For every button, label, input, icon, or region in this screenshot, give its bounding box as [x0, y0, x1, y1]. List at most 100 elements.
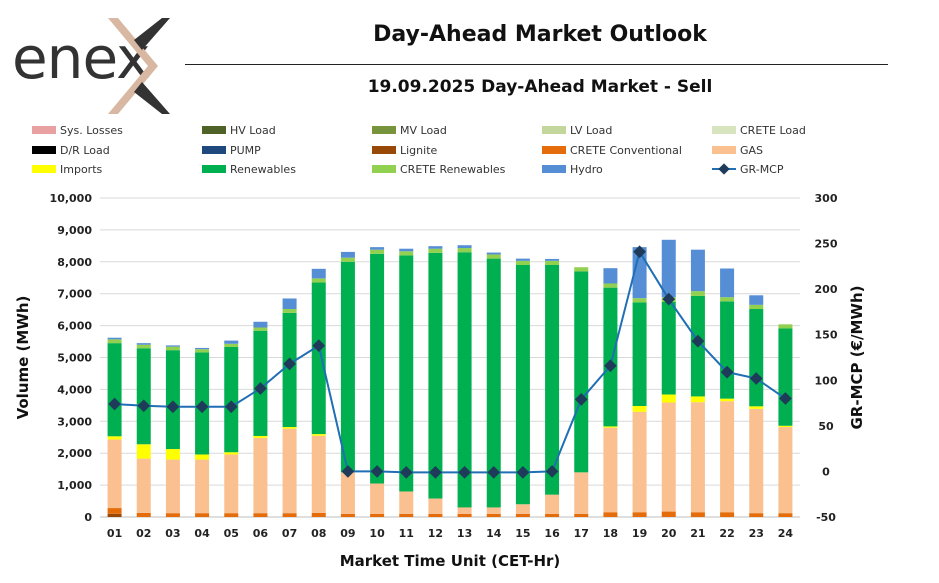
bar-segment: [515, 264, 530, 505]
legend-label: Hydro: [570, 163, 603, 176]
bar-segment: [632, 512, 647, 517]
bar-segment: [603, 512, 618, 517]
legend-swatch: [712, 146, 736, 154]
bar-segment: [603, 283, 618, 288]
bar-segment: [574, 267, 589, 272]
x-tick-label: 11: [399, 527, 414, 540]
legend-label: Lignite: [400, 144, 438, 157]
bar-segment: [574, 472, 589, 514]
bar-segment: [340, 513, 355, 517]
gr-mcp-marker: [137, 399, 151, 413]
bar-segment: [399, 248, 414, 252]
legend-label: Renewables: [230, 163, 296, 176]
gr-mcp-marker: [283, 357, 296, 371]
bar-segment: [136, 344, 151, 349]
bar-segment: [165, 346, 180, 351]
x-tick-label: 10: [369, 527, 385, 540]
bar-segment: [340, 251, 355, 258]
bar-segment: [282, 309, 297, 313]
bar-segment: [574, 271, 589, 473]
bar-segment: [107, 508, 122, 514]
bar-segment: [515, 504, 530, 514]
bar-segment: [399, 513, 414, 517]
x-tick-label: 02: [136, 527, 151, 540]
bar-segment: [690, 291, 705, 296]
bar-segment: [224, 454, 239, 514]
legend-swatch: [712, 126, 736, 134]
x-tick-label: 09: [340, 527, 355, 540]
bar-segment: [720, 512, 735, 517]
legend-swatch: [32, 126, 56, 134]
bar-segment: [107, 343, 122, 437]
bar-segment: [661, 402, 676, 512]
bar-segment: [253, 321, 268, 328]
bar-segment: [195, 513, 210, 517]
legend-swatch: [202, 165, 226, 173]
bar-segment: [515, 513, 530, 517]
bar-segment: [486, 507, 501, 514]
bar-segment: [632, 247, 647, 299]
bar-segment: [340, 257, 355, 262]
bar-segment: [195, 347, 210, 350]
enex-logo-mark: [108, 18, 170, 114]
bar-segment: [107, 337, 122, 340]
y2-tick-label: 50: [818, 420, 834, 433]
bar-segment: [632, 405, 647, 412]
bar-segment: [545, 258, 560, 261]
bar-segment: [778, 425, 793, 428]
chart-subtitle: 19.09.2025 Day-Ahead Market - Sell: [367, 77, 713, 97]
bar-segment: [778, 513, 793, 517]
bar-segment: [632, 302, 647, 406]
bar-segment: [457, 513, 472, 517]
x-tick-label: 08: [311, 527, 326, 540]
bar-segment: [778, 328, 793, 426]
legend-label: CRETE Load: [740, 124, 806, 137]
gr-mcp-marker: [224, 400, 238, 414]
bar-segment: [311, 512, 326, 517]
bar-segment: [107, 513, 122, 517]
legend-label: MV Load: [400, 124, 447, 137]
bar-segment: [340, 261, 355, 473]
bar-segment: [690, 249, 705, 292]
bar-segment: [428, 252, 443, 499]
bar-segment: [399, 255, 414, 492]
y-tick-label: 3,000: [57, 415, 92, 428]
bar-segment: [165, 459, 180, 514]
bar-segment: [136, 348, 151, 445]
bar-segment: [690, 402, 705, 513]
bar-segment: [340, 472, 355, 514]
bar-segment: [195, 349, 210, 353]
bar-segment: [107, 339, 122, 344]
x-tick-label: 24: [778, 527, 794, 540]
bar-segment: [428, 248, 443, 253]
bar-segment: [661, 511, 676, 517]
y2-tick-label: 250: [815, 238, 838, 251]
gr-mcp-marker: [487, 465, 501, 479]
bar-segment: [399, 251, 414, 256]
bar-segment: [282, 513, 297, 517]
y-axis-title: Volume (MWh): [14, 296, 32, 420]
x-tick-label: 12: [428, 527, 443, 540]
bar-segment: [457, 507, 472, 514]
bar-segment: [457, 245, 472, 249]
bar-segment: [661, 394, 676, 403]
bar-segment: [690, 396, 705, 403]
bar-segment: [749, 408, 764, 514]
legend-swatch: [372, 146, 396, 154]
bar-segment: [107, 436, 122, 440]
y-tick-label: 1,000: [57, 479, 92, 492]
bar-segment: [778, 324, 793, 329]
bar-segment: [282, 298, 297, 310]
x-tick-label: 14: [486, 527, 502, 540]
y2-tick-label: 100: [815, 374, 838, 387]
y-tick-label: 8,000: [57, 256, 92, 269]
bar-segment: [399, 491, 414, 514]
legend-swatch: [202, 126, 226, 134]
bar-segment: [195, 459, 210, 514]
bar-segment: [661, 301, 676, 395]
bar-segment: [370, 253, 385, 484]
y2-axis-title: GR-MCP (€/MWh): [848, 285, 866, 429]
legend-label: CRETE Renewables: [400, 163, 506, 176]
legend-label: Sys. Losses: [60, 124, 123, 137]
y-tick-label: 10,000: [50, 192, 93, 205]
